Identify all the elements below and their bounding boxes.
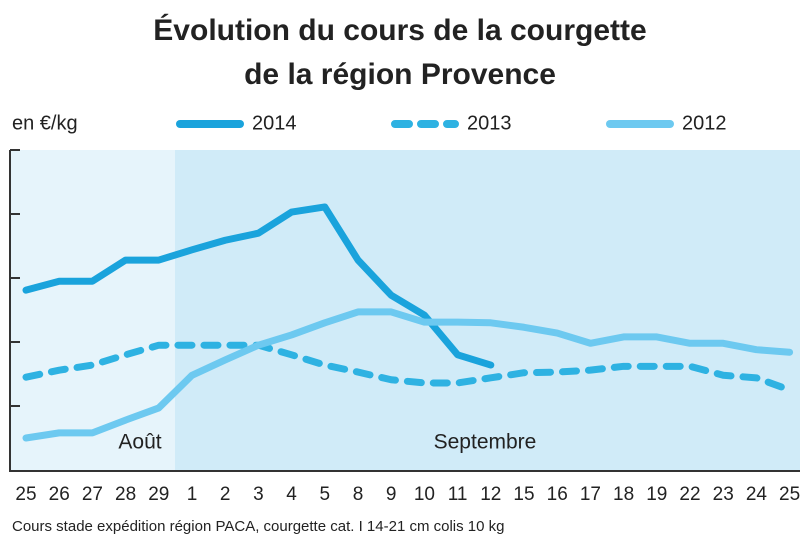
x-tick-label: 8 xyxy=(353,484,364,505)
x-tick-label: 22 xyxy=(679,484,700,505)
x-tick-label: 10 xyxy=(414,484,435,505)
x-tick-label: 25 xyxy=(15,484,36,505)
series-line xyxy=(22,308,794,442)
x-tick-label: 27 xyxy=(82,484,103,505)
x-tick-label: 12 xyxy=(480,484,501,505)
legend-label: 2013 xyxy=(467,112,512,134)
x-tick-label: 26 xyxy=(49,484,70,505)
annotation: Septembre xyxy=(434,431,537,454)
x-tick-label: 17 xyxy=(580,484,601,505)
series-line xyxy=(22,203,495,369)
x-tick-label: 16 xyxy=(547,484,568,505)
x-tick-label: 25 xyxy=(779,484,800,505)
x-tick-label: 18 xyxy=(613,484,634,505)
plot-background xyxy=(175,150,800,470)
plot-background xyxy=(10,150,175,470)
annotation: Août xyxy=(118,431,161,454)
x-tick-label: 15 xyxy=(513,484,534,505)
x-tick-label: 4 xyxy=(286,484,297,505)
x-tick-label: 5 xyxy=(320,484,331,505)
legend-label: 2014 xyxy=(252,112,297,134)
series-line xyxy=(22,341,794,394)
x-tick-label: 9 xyxy=(386,484,397,505)
y-axis-label: en €/kg xyxy=(12,112,78,134)
legend-label: 2012 xyxy=(682,112,727,134)
chart-title: Évolution du cours de la courgette xyxy=(153,13,646,47)
x-tick-label: 2 xyxy=(220,484,231,505)
x-tick-label: 3 xyxy=(253,484,264,505)
x-tick-label: 23 xyxy=(713,484,734,505)
x-tick-label: 24 xyxy=(746,484,768,505)
x-tick-label: 28 xyxy=(115,484,136,505)
x-tick-label: 11 xyxy=(448,484,468,505)
x-tick-label: 29 xyxy=(148,484,169,505)
x-tick-label: 19 xyxy=(646,484,667,505)
footnote: Cours stade expédition région PACA, cour… xyxy=(12,518,504,535)
chart-title: de la région Provence xyxy=(244,58,556,91)
x-tick-label: 1 xyxy=(187,484,198,505)
